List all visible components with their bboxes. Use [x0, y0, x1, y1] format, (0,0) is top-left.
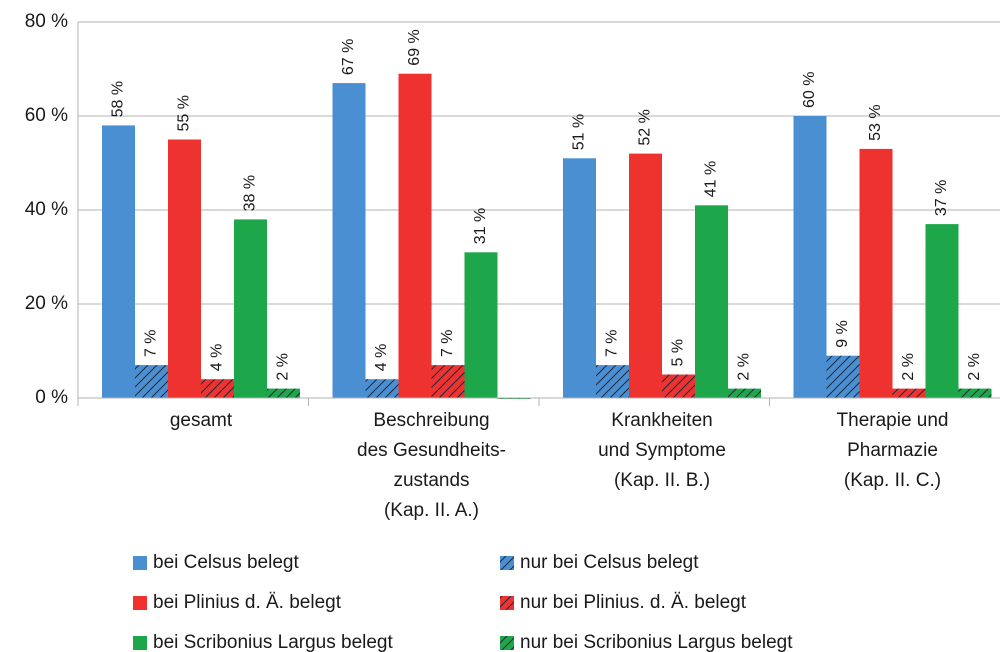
x-tick-label: Pharmazie [847, 440, 938, 461]
bar [332, 83, 366, 398]
x-tick-label: Krankheiten [611, 410, 712, 431]
value-label: 7 % [604, 330, 621, 358]
value-label: 51 % [571, 114, 588, 150]
value-label: 38 % [242, 175, 259, 211]
y-tick-label: 80 % [25, 11, 68, 32]
value-label: 2 % [736, 353, 753, 381]
bar [398, 73, 432, 398]
bar [958, 388, 992, 398]
value-label: 2 % [275, 353, 292, 381]
bar [925, 224, 959, 398]
value-label: 37 % [933, 180, 950, 216]
bar [102, 125, 135, 399]
bar [135, 365, 168, 398]
y-tick-label: 40 % [25, 199, 68, 220]
value-label: 69 % [406, 29, 423, 65]
value-label: 53 % [867, 104, 884, 140]
bar [201, 379, 234, 398]
legend-swatch [133, 636, 147, 650]
value-label: 58 % [110, 81, 127, 117]
value-label: 55 % [176, 95, 193, 131]
legend-label: nur bei Celsus belegt [520, 552, 699, 573]
value-label: 9 % [834, 320, 851, 348]
legend-label: nur bei Scribonius Largus belegt [520, 632, 793, 652]
bar [629, 153, 662, 398]
bar [695, 205, 728, 398]
bar [892, 388, 926, 398]
value-label: 60 % [801, 72, 818, 108]
bar [563, 158, 596, 398]
bar [365, 379, 399, 398]
legend-label: bei Scribonius Largus belegt [153, 632, 393, 652]
bar [662, 374, 695, 398]
bar [793, 116, 827, 398]
x-tick-label: Beschreibung [373, 410, 489, 431]
bar [431, 365, 465, 398]
y-tick-label: 20 % [25, 293, 68, 314]
bar [464, 252, 498, 398]
legend-swatch [500, 556, 514, 570]
bar [596, 365, 629, 398]
x-tick-label: zustands [393, 470, 469, 491]
legend-swatch [133, 556, 147, 570]
bar [728, 388, 761, 398]
value-label: 7 % [143, 330, 160, 358]
bar [826, 355, 860, 398]
value-label: 7 % [439, 330, 456, 358]
value-label: 4 % [209, 344, 226, 372]
bar [859, 148, 893, 398]
legend-label: bei Plinius d. Ä. belegt [153, 592, 342, 613]
x-tick-label: gesamt [170, 410, 233, 431]
x-tick-label: des Gesundheits- [357, 440, 506, 461]
bar [267, 388, 300, 398]
legend-label: bei Celsus belegt [153, 552, 299, 573]
legend-swatch [133, 596, 147, 610]
x-tick-label: und Symptome [598, 440, 726, 461]
value-label: 41 % [703, 161, 720, 197]
x-tick-label: (Kap. II. A.) [384, 500, 479, 521]
value-label: 5 % [670, 339, 687, 367]
bar [234, 219, 267, 398]
x-tick-label: Therapie und [837, 410, 949, 431]
value-label: 2 % [900, 353, 917, 381]
value-label: 67 % [340, 39, 357, 75]
value-label: 31 % [472, 208, 489, 244]
y-tick-label: 60 % [25, 105, 68, 126]
value-label: 4 % [373, 344, 390, 372]
y-tick-label: 0 % [35, 387, 68, 408]
x-tick-label: (Kap. II. C.) [844, 470, 941, 491]
value-label: 2 % [966, 353, 983, 381]
value-label: 52 % [637, 109, 654, 145]
legend-swatch [500, 636, 514, 650]
legend-label: nur bei Plinius. d. Ä. belegt [520, 592, 747, 613]
legend-swatch [500, 596, 514, 610]
bar [168, 139, 201, 398]
x-tick-label: (Kap. II. B.) [614, 470, 710, 491]
